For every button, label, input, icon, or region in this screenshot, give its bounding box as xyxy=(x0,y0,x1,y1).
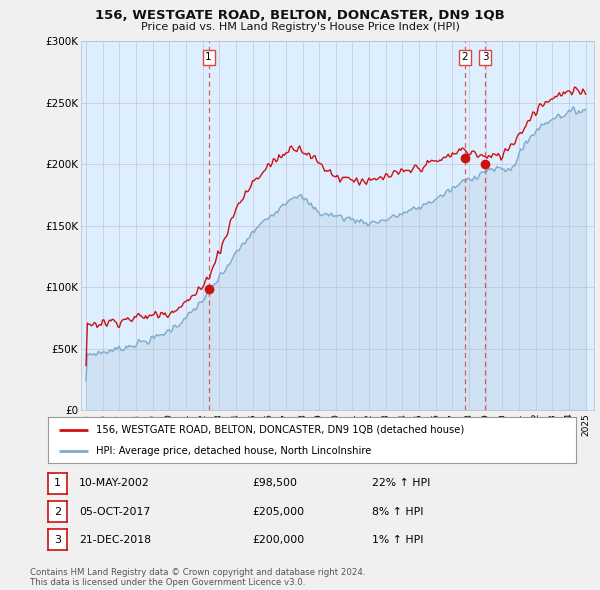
Text: 2: 2 xyxy=(54,507,61,516)
Text: 22% ↑ HPI: 22% ↑ HPI xyxy=(372,478,430,488)
Text: 1% ↑ HPI: 1% ↑ HPI xyxy=(372,535,424,545)
Text: £205,000: £205,000 xyxy=(252,507,304,516)
Text: 3: 3 xyxy=(54,535,61,545)
Text: HPI: Average price, detached house, North Lincolnshire: HPI: Average price, detached house, Nort… xyxy=(95,445,371,455)
Text: 8% ↑ HPI: 8% ↑ HPI xyxy=(372,507,424,516)
Text: Contains HM Land Registry data © Crown copyright and database right 2024.
This d: Contains HM Land Registry data © Crown c… xyxy=(30,568,365,587)
Text: 2: 2 xyxy=(461,53,468,63)
Text: £200,000: £200,000 xyxy=(252,535,304,545)
Text: 3: 3 xyxy=(482,53,488,63)
Text: 1: 1 xyxy=(54,478,61,488)
Text: 10-MAY-2002: 10-MAY-2002 xyxy=(79,478,150,488)
Text: 1: 1 xyxy=(205,53,212,63)
Text: 21-DEC-2018: 21-DEC-2018 xyxy=(79,535,151,545)
Text: Price paid vs. HM Land Registry's House Price Index (HPI): Price paid vs. HM Land Registry's House … xyxy=(140,22,460,32)
Text: £98,500: £98,500 xyxy=(252,478,297,488)
Text: 156, WESTGATE ROAD, BELTON, DONCASTER, DN9 1QB: 156, WESTGATE ROAD, BELTON, DONCASTER, D… xyxy=(95,9,505,22)
Text: 156, WESTGATE ROAD, BELTON, DONCASTER, DN9 1QB (detached house): 156, WESTGATE ROAD, BELTON, DONCASTER, D… xyxy=(95,425,464,435)
Text: 05-OCT-2017: 05-OCT-2017 xyxy=(79,507,151,516)
